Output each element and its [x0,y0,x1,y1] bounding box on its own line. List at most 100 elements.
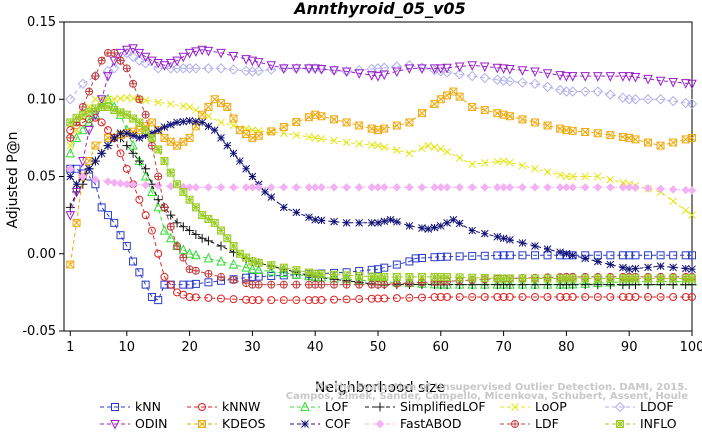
legend-item-odin: ODIN [100,416,168,431]
data-point-loop [116,94,125,103]
legend-label-cof: COF [325,416,351,431]
legend-item-knnw: kNNW [187,399,260,414]
data-point-fastabod [493,183,502,192]
data-point-simplifiedlof [134,156,144,166]
data-point-cof [499,234,508,243]
data-point-fastabod [687,186,697,195]
data-point-kdeos [518,115,527,124]
legend: kNN kNNW LOF SimplifiedLOF LoOP LDOF ODIN KDEOS… [100,399,677,431]
data-point-cof [279,203,288,212]
data-point-fastabod [304,183,314,192]
data-point-simplifiedlof [166,210,176,220]
data-point-fastabod [380,183,389,192]
x-tick-label: 50 [370,340,387,355]
data-point-cof [669,263,678,272]
data-point-ldf [254,280,263,289]
data-point-cof [261,188,269,196]
y-tick-label: 0.15 [27,15,56,30]
data-point-loop [606,175,615,184]
data-point-loop [185,103,194,111]
data-point-inflo [317,270,326,279]
data-point-ldof [504,76,516,87]
data-point-odin [687,79,697,90]
data-point-loop [681,206,690,215]
data-point-loop [499,157,508,165]
data-point-knn [392,260,401,269]
data-point-inflo [618,274,627,283]
data-point-cof [85,164,93,173]
data-point-fastabod [66,164,75,173]
data-point-cof [455,219,464,228]
data-point-fastabod [593,183,603,192]
data-point-loop [305,133,313,141]
data-point-knnw [279,296,288,305]
data-point-simplifiedlof [141,164,151,174]
data-point-odin [442,63,452,74]
data-point-inflo [179,187,188,196]
data-point-loop [593,172,602,181]
credit-line-2: On the Evaluation of Unsupervised Outlie… [315,382,688,393]
series-cof [66,117,696,274]
data-point-inflo [380,272,389,281]
data-point-lof [203,252,214,263]
data-point-fastabod [103,177,113,186]
data-point-odin [417,64,427,74]
data-point-kdeos [330,115,339,124]
data-point-cof [681,264,690,273]
series-inflo [66,102,696,283]
data-point-knn [518,251,527,260]
data-point-lof [159,224,170,235]
data-point-knn [204,278,213,287]
data-point-inflo [656,274,665,283]
data-point-cof [129,131,137,140]
data-point-loop [506,158,514,167]
data-point-knn [480,251,489,260]
data-point-fastabod [128,180,138,189]
legend-marker-knn [111,403,119,411]
data-point-fastabod [499,183,508,192]
data-point-knnw [436,293,445,302]
legend-label-odin: ODIN [135,416,168,431]
data-point-inflo [160,157,169,166]
data-point-loop [418,144,426,153]
data-point-inflo [568,274,577,283]
data-point-knnw [342,295,351,304]
data-point-ldf [267,280,276,289]
data-point-knnw [267,296,276,305]
data-point-inflo [116,108,125,117]
y-tick-label: 0.05 [27,170,56,185]
legend-marker-lof [300,401,310,411]
data-point-cof [543,245,552,253]
data-point-knnw [330,295,339,304]
axis-ticks: 1 10 20 30 40 50 60 70 80 90 100 -0.05 0.00 0.05 0.10 0… [22,15,702,355]
data-point-kdeos [556,124,565,133]
data-point-cof [424,225,433,233]
data-point-cof [593,257,602,266]
data-point-knnw [625,293,634,302]
data-point-fastabod [618,183,628,192]
data-point-loop [367,141,376,149]
legend-label-ldf: LDF [535,416,559,431]
data-point-inflo [217,226,225,235]
data-point-lof [228,258,239,269]
data-point-knn [110,218,119,227]
data-point-ldf [317,280,326,289]
data-point-knnw [248,296,257,305]
y-tick-label: 0.00 [27,247,56,262]
data-point-inflo [468,273,477,282]
data-point-odin [630,73,641,83]
data-point-fastabod [505,183,515,192]
data-point-odin [159,61,170,71]
legend-marker-ldof [614,401,626,413]
data-point-knnw [480,293,489,302]
data-point-cof [367,218,376,227]
data-point-ldf [191,266,200,275]
data-point-cof [97,149,106,158]
data-point-fastabod [681,185,690,195]
data-point-inflo [304,268,313,277]
x-tick-label: 80 [558,340,575,355]
data-point-inflo [644,274,653,283]
data-point-knn [116,231,125,240]
data-point-knnw [217,294,225,303]
data-point-odin [147,56,157,67]
